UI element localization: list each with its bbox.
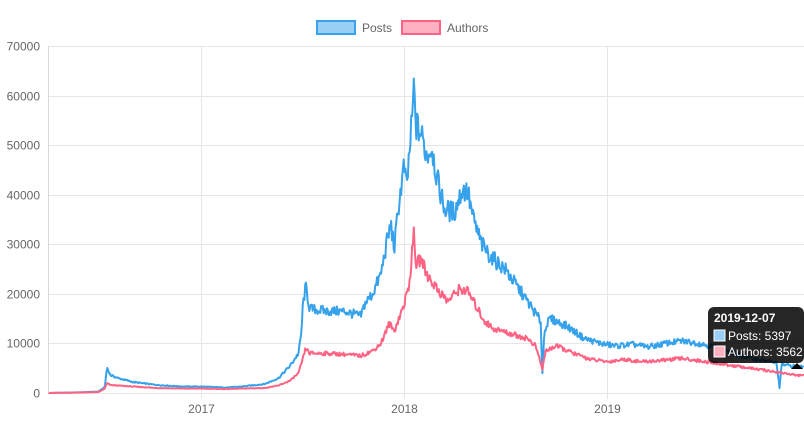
legend: Posts Authors [316, 20, 488, 35]
legend-item-authors[interactable]: Authors [401, 20, 488, 35]
y-tick-label: 50000 [7, 139, 41, 153]
x-tick-label: 2019 [594, 402, 621, 416]
tooltip-swatch-posts [713, 329, 726, 342]
tooltip-caret [791, 363, 803, 369]
legend-swatch-authors [401, 20, 441, 35]
x-tick-label: 2018 [391, 402, 418, 416]
y-tick-label: 10000 [7, 337, 41, 351]
tooltip-line-authors: Authors: 3562 [728, 345, 803, 359]
tooltip-title: 2019-12-07 [714, 311, 776, 325]
series-lines [47, 77, 804, 394]
series-line-posts [47, 77, 804, 394]
series-line-authors [47, 226, 804, 394]
y-tick-label: 30000 [7, 238, 41, 252]
y-tick-label: 20000 [7, 288, 41, 302]
legend-item-posts[interactable]: Posts [316, 20, 392, 35]
legend-swatch-posts [316, 20, 356, 35]
y-tick-label: 40000 [7, 189, 41, 203]
tooltip-swatch-authors [713, 345, 726, 358]
tooltip: 2019-12-07 Posts: 5397 Authors: 3562 [708, 307, 804, 369]
x-tick-label: 2017 [188, 402, 215, 416]
tooltip-line-posts: Posts: 5397 [728, 329, 792, 343]
y-tick-label: 60000 [7, 90, 41, 104]
legend-label-posts: Posts [362, 21, 392, 35]
grid [48, 46, 804, 399]
y-tick-label: 70000 [7, 40, 41, 54]
legend-label-authors: Authors [447, 21, 488, 35]
y-tick-label: 0 [33, 387, 40, 401]
axes: 0 10000 20000 30000 40000 50000 60000 70000 2017… [7, 40, 622, 417]
tooltip-box [708, 307, 804, 363]
